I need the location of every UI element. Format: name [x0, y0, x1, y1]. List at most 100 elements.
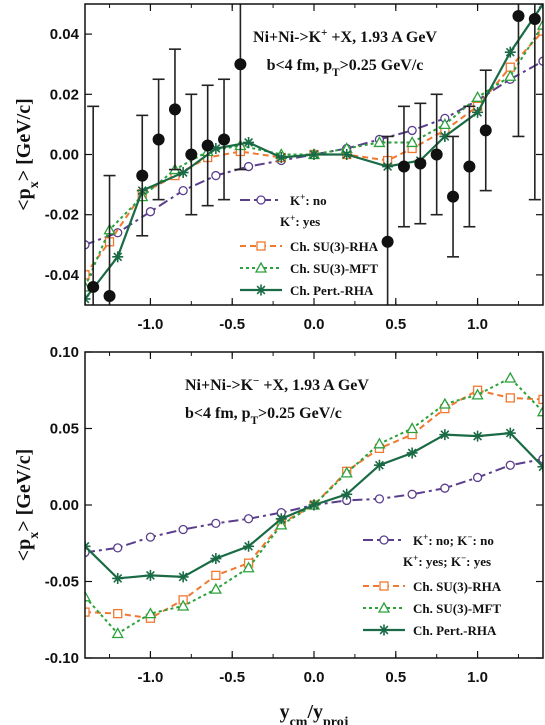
y-tick-label: -0.02 [45, 207, 79, 224]
data-point [234, 58, 247, 71]
data-point [243, 136, 255, 148]
data-point [374, 494, 385, 504]
series-line [85, 60, 543, 246]
plot-frame [84, 351, 544, 659]
annotation: Ni+Ni->K+ +X, 1.93 A GeV [253, 27, 437, 46]
data-point [381, 235, 394, 248]
legend-marker [255, 284, 267, 296]
data-point [538, 26, 543, 36]
data-point [177, 167, 189, 179]
data-point [504, 69, 517, 81]
legend-marker [256, 241, 266, 251]
legend-marker [379, 535, 389, 545]
data-point [243, 514, 254, 524]
y-tick-label: 0.10 [50, 344, 79, 361]
legend-marker [377, 601, 391, 613]
y-tick-label: 0.05 [50, 421, 79, 438]
data-point [85, 240, 90, 250]
data-point [406, 447, 418, 459]
data-point [211, 518, 221, 529]
data-point [439, 130, 451, 142]
legend-marker [378, 624, 390, 636]
data-point [407, 489, 417, 499]
data-point [504, 371, 517, 383]
data-point [211, 170, 221, 181]
legend-label: Ch. Pert.-RHA [290, 283, 374, 298]
data-point [103, 289, 116, 302]
legend-label: Ch. SU(3)-RHA [413, 579, 502, 594]
legend-label: Ch. SU(3)-MFT [413, 601, 501, 616]
data-point [397, 160, 410, 173]
legend-header: K+: yes; K−: yes [403, 553, 491, 569]
data-point [210, 553, 222, 565]
data-point [201, 139, 214, 152]
legend-marker [379, 581, 389, 591]
x-tick-label: 0.0 [304, 669, 325, 686]
data-point [111, 627, 124, 639]
x-tick-label: -0.5 [219, 316, 245, 333]
data-point [406, 136, 419, 148]
plot-frame [84, 3, 544, 306]
data-point [472, 472, 483, 483]
legend-label: Ch. SU(3)-MFT [290, 261, 378, 276]
data-point [504, 427, 516, 439]
x-tick-label: 1.0 [467, 316, 488, 333]
data-point [185, 148, 198, 161]
data-point [136, 169, 149, 182]
data-point [308, 499, 320, 511]
data-point [144, 569, 156, 581]
y-tick-label: 0.04 [50, 26, 80, 43]
data-point [168, 103, 181, 116]
data-point [85, 590, 92, 602]
data-point [407, 125, 417, 136]
data-point [504, 46, 516, 58]
data-point [438, 118, 451, 130]
y-axis-label: <px> [GeV/c] [13, 98, 42, 211]
data-point [406, 422, 419, 434]
x-tick-label: 0.5 [385, 316, 406, 333]
data-point [505, 460, 515, 470]
data-point [505, 393, 515, 403]
data-point [538, 56, 543, 66]
plot-area [85, 4, 543, 305]
data-point [471, 90, 484, 102]
data-point [218, 133, 231, 146]
data-point [308, 149, 320, 160]
series-k-no-k-no [85, 454, 543, 558]
data-point [373, 459, 385, 471]
data-point [209, 582, 222, 594]
legend-entry: K+: no; K−: no [363, 532, 494, 548]
data-point [512, 10, 525, 23]
data-point [463, 160, 476, 173]
data-point [275, 518, 288, 530]
legend-marker [254, 261, 268, 273]
y-tick-label: -0.05 [45, 574, 79, 591]
data-point [440, 483, 450, 493]
data-point [85, 270, 90, 280]
data-point [211, 570, 221, 581]
series-ch-pert-rha [85, 427, 543, 584]
y-tick-label: 0.02 [50, 86, 79, 103]
data-point [243, 540, 255, 552]
y-tick-label: 0.00 [50, 497, 79, 514]
data-point [243, 161, 254, 172]
series-data [87, 4, 541, 305]
data-point [447, 190, 460, 203]
legend-entry: K+: no [240, 192, 327, 208]
data-point [275, 513, 287, 525]
legend-label: Ch. SU(3)-RHA [290, 239, 379, 254]
legend-entry: Ch. SU(3)-MFT [363, 601, 501, 616]
data-point [145, 207, 156, 217]
legend-entry: Ch. SU(3)-MFT [240, 261, 378, 276]
data-point [438, 397, 451, 409]
data-point [112, 572, 124, 584]
data-point [528, 13, 541, 26]
data-point [341, 149, 353, 160]
data-point [178, 524, 188, 535]
x-tick-label: -1.0 [137, 669, 163, 686]
y-tick-label: 0.00 [50, 147, 79, 164]
data-point [178, 185, 188, 196]
data-point [144, 607, 157, 619]
data-point [471, 388, 484, 400]
